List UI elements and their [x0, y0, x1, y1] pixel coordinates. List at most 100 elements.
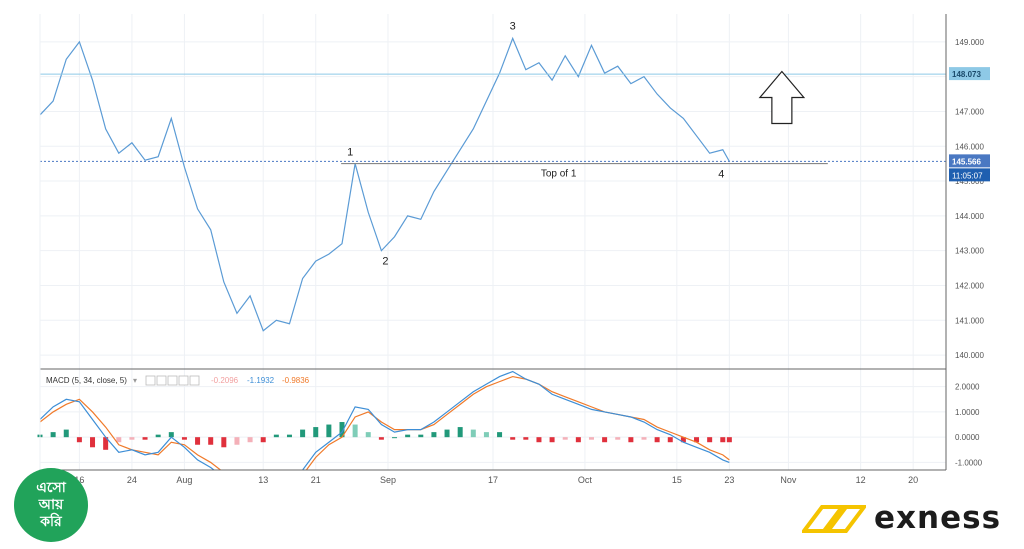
macd-histogram-bar: [726, 437, 732, 443]
macd-histogram-bar: [444, 429, 450, 438]
exness-mark-icon: [802, 505, 866, 533]
chevron-down-icon: ▾: [133, 376, 137, 385]
macd-histogram-bar: [510, 437, 516, 440]
macd-histogram-bar: [405, 434, 411, 438]
macd-histogram-bar: [457, 427, 463, 438]
time-tick-label: 13: [258, 475, 268, 485]
time-tick-label: Sep: [380, 475, 396, 485]
annotation-label: 4: [718, 168, 724, 180]
macd-readout: -0.9836: [282, 376, 310, 385]
time-tick-label: 15: [672, 475, 682, 485]
time-tick-label: Aug: [176, 475, 192, 485]
top-of-1-label: Top of 1: [541, 169, 577, 180]
time-tag: [949, 168, 990, 182]
macd-histogram-bar: [562, 437, 568, 440]
macd-histogram-bar: [286, 434, 292, 438]
logo-line-2: আয়: [38, 496, 64, 513]
macd-histogram-bar: [155, 434, 161, 438]
price-level-label: 145.566: [952, 157, 981, 166]
time-tag-label: 11:05:07: [952, 171, 983, 180]
macd-tick-label: 2.0000: [955, 383, 980, 392]
time-tick-label: 23: [724, 475, 734, 485]
macd-histogram-bar: [247, 437, 253, 443]
macd-histogram-bar: [431, 432, 437, 438]
macd-histogram-bar: [260, 437, 266, 443]
macd-line: [40, 370, 730, 470]
price-tick-label: 144.000: [955, 212, 984, 221]
macd-histogram-bar: [221, 437, 227, 448]
time-tick-label: 20: [908, 475, 918, 485]
price-tick-label: 140.000: [955, 351, 984, 360]
maximize-icon: [167, 375, 178, 386]
macd-histogram-bar: [313, 427, 319, 438]
chart-grid: [40, 14, 946, 470]
macd-histogram-bar: [720, 437, 726, 443]
macd-histogram-bar: [667, 437, 673, 443]
up-arrow-icon: [758, 70, 806, 125]
macd-histogram-bar: [378, 437, 384, 440]
time-tick-label: Oct: [578, 475, 593, 485]
macd-histogram-bar: [129, 437, 135, 440]
price-tick-label: 149.000: [955, 38, 984, 47]
macd-histogram-bar: [641, 437, 647, 440]
macd-histogram-bar: [483, 432, 489, 438]
macd-histogram-bar: [300, 429, 306, 438]
logo-line-3: করি: [40, 513, 62, 530]
time-tick-label: 16: [74, 475, 84, 485]
visibility-icon: [156, 375, 167, 386]
macd-histogram-bar: [273, 434, 279, 438]
macd-histogram-bar: [195, 437, 201, 445]
time-tick-label: 24: [127, 475, 137, 485]
chart-frame: [39, 14, 947, 471]
price-level-label: 148.073: [952, 70, 981, 79]
time-tick-label: 21: [311, 475, 321, 485]
macd-histogram-bar: [181, 437, 187, 440]
time-tick-label: Nov: [780, 475, 797, 485]
macd-tick-label: -1.0000: [955, 458, 983, 467]
time-axis: 16 24 Aug 13 21 Sep 17 Oct 15 23 Nov 12 20: [74, 475, 918, 485]
macd-histogram-bar: [497, 432, 503, 438]
price-pane: 140.000 141.000 142.000 143.000 144.000 145.0…: [39, 20, 990, 360]
macd-histogram-bar: [575, 437, 581, 443]
annotation-label: 3: [510, 20, 516, 32]
price-tick-label: 143.000: [955, 247, 984, 256]
price-series-line: [39, 36, 730, 332]
macd-histogram-bar: [392, 437, 398, 439]
price-level-tag: [949, 67, 990, 81]
annotation-label: 1: [347, 147, 353, 159]
macd-histogram-bar: [103, 437, 109, 450]
esho-ay-kori-logo: এসো আয় করি: [14, 468, 88, 542]
macd-title: MACD (5, 34, close, 5): [46, 376, 127, 385]
macd-histogram-bar: [339, 422, 345, 438]
macd-histogram-bar: [707, 437, 713, 443]
logo-line-1: এসো: [36, 479, 66, 496]
macd-histogram-bar: [536, 437, 542, 443]
macd-histogram-bar: [628, 437, 634, 443]
annotation-label: 2: [382, 256, 388, 268]
macd-histogram-bar: [588, 437, 594, 440]
macd-histogram-bar: [90, 437, 96, 448]
time-tick-label: 12: [856, 475, 866, 485]
macd-pane: 2.0000 1.0000 0.0000 -1.0000 MACD (5, 34, cl…: [37, 370, 983, 470]
price-tick-label: 142.000: [955, 281, 984, 290]
macd-histogram-bar: [326, 424, 332, 438]
macd-histogram-bar: [234, 437, 240, 445]
time-tick-label: 17: [488, 475, 498, 485]
macd-histogram-bar: [523, 437, 529, 440]
exness-wordmark: exness: [874, 500, 1002, 536]
exness-logo: exness: [802, 498, 1012, 538]
macd-histogram-bar: [680, 437, 686, 443]
price-tick-label: 141.000: [955, 316, 984, 325]
macd-tick-label: 0.0000: [955, 433, 980, 442]
price-tick-label: 145.000: [955, 177, 984, 186]
macd-histogram-bar: [50, 432, 56, 438]
macd-histogram-bar: [549, 437, 555, 443]
macd-histogram-bar: [208, 437, 214, 445]
macd-histogram-bar: [615, 437, 621, 440]
macd-readout: -1.1932: [247, 376, 275, 385]
macd-histogram-bar: [116, 437, 122, 443]
macd-histogram-bar: [76, 437, 82, 443]
price-tick-label: 147.000: [955, 107, 984, 116]
macd-histogram-bar: [654, 437, 660, 443]
macd-histogram-bar: [352, 424, 358, 438]
